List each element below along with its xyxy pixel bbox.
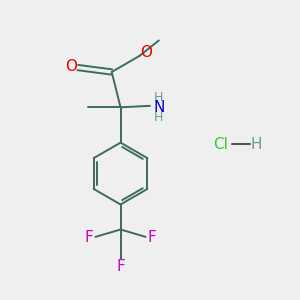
Text: H: H	[154, 91, 164, 104]
Text: H: H	[154, 110, 164, 124]
Text: N: N	[153, 100, 164, 115]
Text: H: H	[250, 136, 262, 152]
Text: F: F	[116, 259, 125, 274]
Text: F: F	[85, 230, 93, 245]
Text: F: F	[148, 230, 156, 245]
Text: O: O	[140, 45, 152, 60]
Text: Cl: Cl	[213, 136, 228, 152]
Text: O: O	[65, 59, 77, 74]
